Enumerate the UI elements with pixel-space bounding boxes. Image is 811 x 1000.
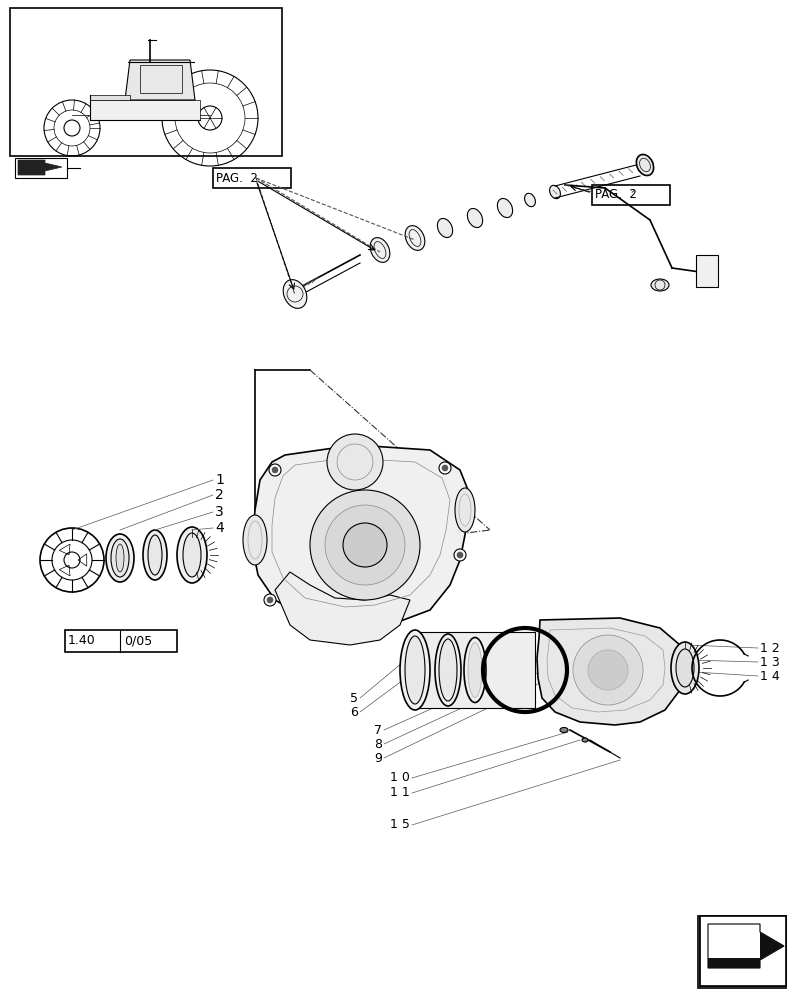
- Circle shape: [327, 434, 383, 490]
- Polygon shape: [275, 572, 410, 645]
- Ellipse shape: [463, 638, 486, 702]
- Bar: [65, 630, 177, 652]
- Ellipse shape: [437, 218, 452, 238]
- Text: 9: 9: [374, 752, 381, 764]
- Text: 1 5: 1 5: [389, 818, 410, 831]
- Polygon shape: [18, 160, 62, 175]
- Bar: [695, 255, 717, 287]
- Polygon shape: [705, 952, 783, 984]
- Text: 8: 8: [374, 738, 381, 750]
- Ellipse shape: [106, 534, 134, 582]
- Bar: [699, 918, 783, 986]
- Text: 0/05: 0/05: [124, 635, 152, 648]
- Circle shape: [310, 490, 419, 600]
- Ellipse shape: [467, 643, 482, 698]
- Bar: [10, 8, 281, 156]
- Text: 1 3: 1 3: [759, 656, 779, 668]
- Ellipse shape: [143, 530, 167, 580]
- Polygon shape: [125, 60, 195, 100]
- Ellipse shape: [676, 649, 693, 687]
- Ellipse shape: [560, 728, 568, 732]
- Polygon shape: [703, 960, 779, 982]
- Text: 2: 2: [215, 488, 224, 502]
- Ellipse shape: [148, 535, 162, 575]
- Text: 6: 6: [350, 706, 358, 718]
- Text: 4: 4: [215, 521, 224, 535]
- Polygon shape: [536, 618, 681, 725]
- Ellipse shape: [370, 238, 389, 262]
- Polygon shape: [705, 928, 781, 976]
- Polygon shape: [705, 920, 783, 960]
- Polygon shape: [90, 100, 200, 120]
- Ellipse shape: [581, 738, 587, 742]
- Ellipse shape: [182, 533, 201, 577]
- Text: 7: 7: [374, 724, 381, 736]
- Ellipse shape: [242, 515, 267, 565]
- Polygon shape: [251, 445, 470, 628]
- Circle shape: [272, 467, 277, 473]
- Circle shape: [342, 523, 387, 567]
- Text: 1 1: 1 1: [390, 786, 410, 799]
- Circle shape: [457, 552, 462, 558]
- Text: 1 4: 1 4: [759, 670, 779, 682]
- Ellipse shape: [400, 630, 430, 710]
- Circle shape: [268, 464, 281, 476]
- Text: 1: 1: [215, 473, 224, 487]
- Bar: [414, 632, 534, 708]
- Ellipse shape: [454, 488, 474, 532]
- Text: PAG.  2: PAG. 2: [216, 172, 258, 185]
- Ellipse shape: [405, 636, 424, 704]
- Polygon shape: [759, 932, 783, 960]
- Ellipse shape: [524, 193, 534, 207]
- Ellipse shape: [439, 639, 457, 701]
- Polygon shape: [705, 928, 781, 976]
- Circle shape: [264, 594, 276, 606]
- Text: 1 2: 1 2: [759, 642, 779, 654]
- Bar: [15, 158, 67, 178]
- Bar: [591, 185, 669, 205]
- Bar: [699, 916, 785, 986]
- Text: PAG.  2: PAG. 2: [594, 188, 636, 202]
- Polygon shape: [707, 924, 783, 968]
- Bar: [212, 168, 290, 188]
- Ellipse shape: [549, 185, 560, 199]
- Text: 3: 3: [215, 505, 224, 519]
- Ellipse shape: [116, 544, 124, 572]
- Ellipse shape: [177, 527, 207, 583]
- Circle shape: [573, 635, 642, 705]
- Polygon shape: [703, 924, 784, 962]
- Circle shape: [267, 597, 272, 603]
- Ellipse shape: [497, 198, 512, 218]
- Ellipse shape: [670, 642, 698, 694]
- Circle shape: [439, 462, 450, 474]
- Text: 1 0: 1 0: [389, 771, 410, 784]
- Ellipse shape: [405, 226, 424, 250]
- Text: 5: 5: [350, 692, 358, 704]
- Circle shape: [324, 505, 405, 585]
- Bar: [697, 916, 785, 988]
- Ellipse shape: [111, 539, 129, 577]
- Ellipse shape: [283, 280, 307, 308]
- Bar: [139, 65, 182, 93]
- Text: 1.40: 1.40: [68, 635, 96, 648]
- Polygon shape: [90, 95, 130, 100]
- Ellipse shape: [650, 279, 668, 291]
- Circle shape: [453, 549, 466, 561]
- Circle shape: [587, 650, 627, 690]
- Ellipse shape: [636, 154, 653, 176]
- Ellipse shape: [435, 634, 461, 706]
- Circle shape: [441, 465, 448, 471]
- Ellipse shape: [467, 208, 482, 228]
- Polygon shape: [707, 958, 759, 968]
